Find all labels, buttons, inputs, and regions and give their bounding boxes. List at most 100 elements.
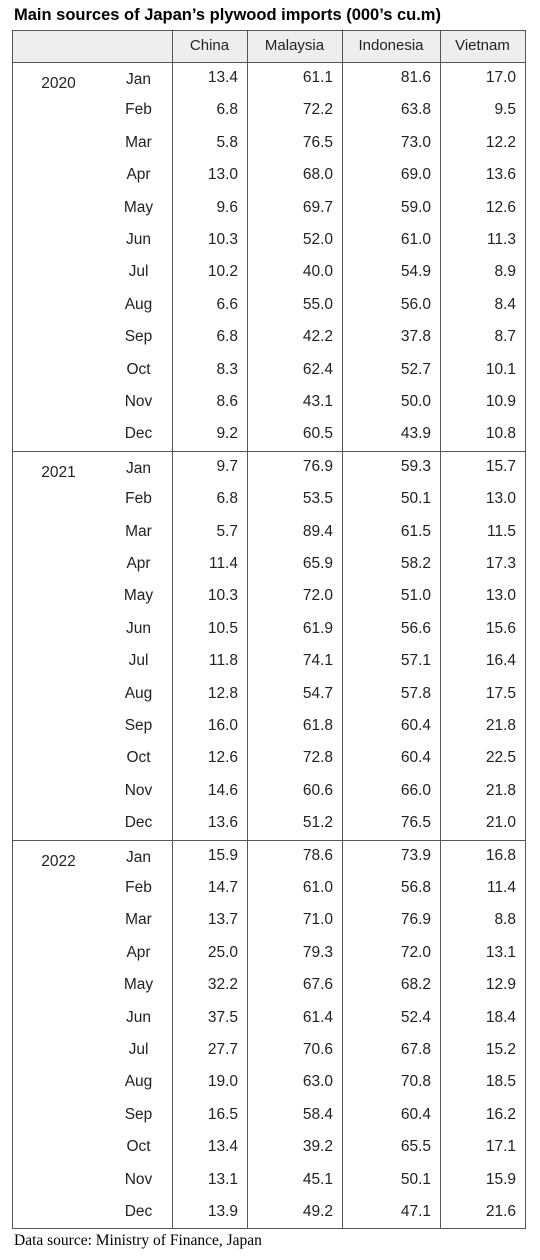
value-cell: 13.9 — [207, 1203, 238, 1220]
table-title: Main sources of Japan’s plywood imports … — [14, 6, 441, 24]
value-cell: 57.8 — [400, 684, 431, 702]
value-cell: 13.4 — [207, 1138, 238, 1156]
month-label: Mar — [125, 522, 152, 540]
value-cell: 21.8 — [485, 781, 516, 799]
value-cell: 72.8 — [302, 749, 333, 767]
month-label: Feb — [125, 879, 152, 896]
value-cell: 13.0 — [485, 490, 516, 508]
value-cell: 61.0 — [302, 879, 333, 896]
month-label: Aug — [124, 684, 153, 702]
value-cell: 58.2 — [400, 555, 431, 572]
header-background — [12, 30, 525, 62]
value-cell: 6.6 — [216, 295, 238, 313]
value-cell: 10.9 — [485, 393, 516, 410]
value-cell: 63.8 — [400, 101, 431, 119]
value-cell: 67.6 — [302, 976, 333, 994]
value-cell: 12.9 — [485, 976, 516, 994]
value-cell: 13.0 — [207, 166, 238, 184]
month-label: Dec — [124, 814, 153, 832]
value-cell: 40.0 — [302, 263, 333, 281]
month-label: Apr — [126, 555, 151, 572]
value-cell: 51.0 — [400, 587, 431, 605]
value-cell: 45.1 — [302, 1170, 333, 1188]
value-cell: 57.1 — [400, 652, 431, 670]
value-cell: 15.7 — [485, 457, 516, 475]
value-cell: 70.6 — [302, 1041, 333, 1058]
value-cell: 13.6 — [207, 814, 238, 832]
value-cell: 39.2 — [302, 1138, 333, 1156]
month-label: Mar — [125, 911, 152, 929]
month-label: Nov — [124, 393, 153, 410]
value-cell: 65.9 — [302, 555, 333, 572]
value-cell: 8.8 — [494, 911, 516, 929]
row-divider — [12, 1228, 526, 1229]
value-cell: 61.8 — [302, 717, 333, 734]
row-divider — [12, 30, 526, 31]
value-cell: 16.8 — [485, 846, 516, 864]
row-divider — [12, 840, 526, 841]
row-divider — [12, 62, 526, 63]
value-cell: 15.9 — [485, 1170, 516, 1188]
column-divider — [172, 30, 173, 1230]
value-cell: 6.8 — [216, 490, 238, 508]
value-cell: 67.8 — [400, 1041, 431, 1058]
value-cell: 56.0 — [400, 295, 431, 313]
value-cell: 73.0 — [400, 133, 431, 151]
value-cell: 72.0 — [302, 587, 333, 605]
source-note: Data source: Ministry of Finance, Japan — [14, 1232, 262, 1250]
value-cell: 15.2 — [485, 1041, 516, 1058]
month-label: Feb — [125, 101, 152, 119]
column-header: Vietnam — [455, 37, 510, 54]
value-cell: 72.0 — [400, 943, 431, 961]
value-cell: 61.9 — [302, 619, 333, 637]
value-cell: 6.8 — [216, 328, 238, 346]
value-cell: 21.6 — [485, 1203, 516, 1220]
value-cell: 10.8 — [485, 425, 516, 443]
value-cell: 55.0 — [302, 295, 333, 313]
value-cell: 9.2 — [216, 425, 238, 443]
value-cell: 16.2 — [485, 1105, 516, 1123]
value-cell: 81.6 — [400, 69, 431, 86]
month-label: May — [123, 587, 154, 605]
value-cell: 60.4 — [400, 717, 431, 734]
month-label: Jul — [128, 263, 149, 281]
value-cell: 9.6 — [216, 198, 238, 216]
value-cell: 11.8 — [208, 652, 238, 670]
value-cell: 60.4 — [400, 749, 431, 767]
value-cell: 89.4 — [302, 522, 333, 540]
value-cell: 42.2 — [302, 328, 333, 346]
value-cell: 15.9 — [207, 846, 238, 864]
month-label: Oct — [126, 1138, 151, 1156]
value-cell: 8.9 — [494, 263, 516, 281]
value-cell: 68.0 — [302, 166, 333, 184]
value-cell: 10.3 — [207, 587, 238, 605]
value-cell: 50.0 — [400, 393, 431, 410]
value-cell: 70.8 — [400, 1073, 431, 1091]
value-cell: 14.6 — [207, 781, 238, 799]
value-cell: 13.4 — [207, 69, 238, 86]
value-cell: 8.3 — [216, 360, 238, 378]
value-cell: 11.4 — [486, 879, 516, 896]
value-cell: 8.7 — [494, 328, 516, 346]
value-cell: 9.7 — [216, 457, 238, 475]
value-cell: 54.9 — [400, 263, 431, 281]
value-cell: 62.4 — [302, 360, 333, 378]
value-cell: 50.1 — [400, 1170, 431, 1188]
value-cell: 5.8 — [216, 133, 238, 151]
value-cell: 11.5 — [486, 522, 516, 540]
value-cell: 76.5 — [400, 814, 431, 832]
column-divider — [342, 30, 343, 1230]
value-cell: 43.1 — [302, 393, 333, 410]
value-cell: 73.9 — [400, 846, 431, 864]
value-cell: 13.6 — [485, 166, 516, 184]
month-label: Aug — [124, 1073, 153, 1091]
value-cell: 76.9 — [302, 457, 333, 475]
value-cell: 47.1 — [400, 1203, 431, 1220]
value-cell: 18.5 — [485, 1073, 516, 1091]
year-label: 2021 — [41, 463, 76, 481]
value-cell: 12.8 — [207, 684, 238, 702]
month-label: Sep — [124, 328, 153, 346]
value-cell: 11.3 — [486, 231, 516, 248]
value-cell: 16.0 — [207, 717, 238, 734]
month-label: Jul — [128, 652, 149, 670]
